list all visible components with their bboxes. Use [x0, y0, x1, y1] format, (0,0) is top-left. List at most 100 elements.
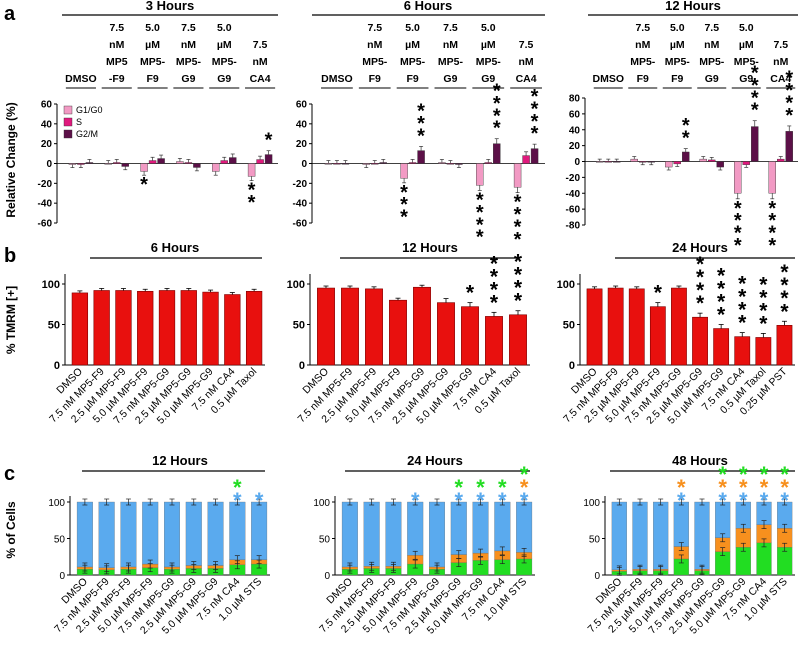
panel-a-treatment-label: nM — [443, 39, 458, 51]
panel-c-sig-star: * — [520, 462, 529, 487]
panel-a-group-0: 3 Hours6040200-20-40-60DMSO7.5nMMP5-F95.… — [38, 0, 278, 230]
panel-a-sig-star: * — [493, 105, 501, 127]
panel-c-tick-label: 0 — [324, 571, 330, 582]
panel-a-treatment-label: F9 — [146, 73, 158, 85]
panel-b-sig-star: * — [490, 278, 499, 301]
panel-c-bar-blue — [632, 501, 648, 570]
panel-a-sig-star: * — [751, 75, 759, 97]
panel-a-bar-s — [708, 159, 716, 162]
panel-c-bar-blue — [653, 501, 669, 570]
panel-c-sig-star: * — [780, 475, 789, 500]
panel-a-sig-star: * — [751, 87, 759, 109]
panel-a-bar-g2 — [264, 154, 273, 164]
panel-a-bar-g1 — [212, 163, 220, 172]
panel-b-bar — [734, 336, 751, 366]
panel-b-bar — [137, 290, 154, 366]
panel-a-bar-g1 — [596, 161, 604, 163]
panel-a-treatment-label: 5.0 — [481, 22, 496, 34]
panel-b-bar — [71, 292, 89, 366]
panel-a-treatment-label: 7.5 — [253, 39, 268, 51]
panel-b-bar — [509, 314, 527, 366]
panel-a-bar-g2 — [417, 150, 425, 164]
panel-a-bar-g2 — [751, 126, 759, 162]
panel-a-treatment-label: 5.0 — [217, 22, 232, 34]
panel-c-bar-blue — [385, 501, 402, 567]
panel-a-treatment-label: CA4 — [770, 73, 791, 85]
panel-a-sig-star: * — [734, 235, 742, 257]
panel-b-sig-star: * — [696, 253, 705, 276]
panel-a-bar-g1 — [513, 163, 522, 188]
panel-c-sig-star: * — [718, 488, 727, 513]
panel-a-sig-star: * — [476, 202, 484, 224]
panel-a-bar-g1 — [768, 161, 776, 194]
panel-a-bar-g1 — [476, 163, 484, 186]
panel-a-tick-label: -80 — [566, 221, 581, 232]
panel-a-treatment-label: 7.5 — [704, 22, 719, 34]
panel-a-treatment-label: G9 — [181, 73, 195, 85]
panel-a-tick-label: -20 — [293, 179, 308, 190]
panel-c-sig-star: * — [760, 488, 769, 513]
panel-c-bar-blue — [98, 501, 115, 568]
panel-c-title: 24 Hours — [407, 453, 463, 468]
panel-c-bar-blue — [76, 501, 93, 568]
panel-a-treatment-label: nM — [704, 39, 719, 51]
panel-a-bar-g1 — [362, 163, 370, 165]
panel-a-sig-star: * — [682, 115, 690, 137]
panel-a-bar-s — [220, 160, 228, 164]
panel-a-title: 12 Hours — [665, 0, 721, 13]
panel-b-title: 12 Hours — [402, 240, 458, 255]
panel-b-sig-star: * — [717, 264, 726, 287]
panel-a-bar-g2 — [341, 163, 350, 165]
panel-c-sig-star: * — [780, 462, 789, 487]
panel-a-treatment-label: -F9 — [109, 73, 125, 85]
panel-b-tick-label: 0 — [569, 360, 575, 372]
panel-b-sig-star: * — [759, 286, 768, 309]
panel-a-bar-s — [604, 161, 612, 163]
panel-a-bar-s — [113, 162, 121, 164]
panel-a-treatment-label: G9 — [443, 73, 457, 85]
panel-a-tick-label: -20 — [38, 179, 53, 190]
panel-a-bar-g1 — [247, 163, 256, 177]
panel-a-treatment-label: DMSO — [593, 73, 625, 85]
panel-c-tick-label: 100 — [48, 498, 65, 509]
panel-a-tick-label: 0 — [46, 159, 52, 170]
panel-a-bar-g2 — [85, 162, 94, 164]
panel-a-treatment-label: µM — [217, 39, 232, 51]
panel-a-bar-g2 — [716, 161, 724, 168]
panel-a-bar-g2 — [682, 151, 690, 162]
panel-a-legend-label: G2/M — [76, 129, 98, 139]
panel-a-sig-star: * — [785, 80, 793, 102]
panel-b-sig-star: * — [759, 273, 768, 296]
panel-c-sig-star: * — [780, 488, 789, 513]
panel-c-sig-star: * — [411, 488, 420, 513]
panel-b-tick-label: 100 — [557, 279, 575, 291]
panel-a-group-2: 12 Hours 80 60 40 20 0 -20 -40 -60 -80 DMSO 7.5 nM MP… — [566, 0, 798, 232]
panel-b-bar — [461, 306, 479, 366]
panel-b-bar — [607, 287, 624, 366]
panel-a-legend-label: S — [76, 117, 82, 127]
panel-a-treatment-label: 7.5 — [773, 39, 788, 51]
panel-a-treatment-label: 7.5 — [519, 39, 534, 51]
panel-a-tick-label: -60 — [293, 219, 308, 230]
panel-a-bar-g2 — [157, 158, 165, 164]
panel-c-sig-star: * — [476, 475, 485, 500]
panel-b-sig-star: * — [780, 274, 789, 297]
panel-a-treatment-label: MP5- — [362, 56, 388, 68]
panel-a-treatment-label: 7.5 — [109, 22, 124, 34]
panel-a-treatment-label: µM — [481, 39, 496, 51]
panel-a-bar-g2 — [785, 131, 793, 162]
panel-b-bar — [671, 287, 687, 366]
panel-a-treatment-label: DMSO — [65, 73, 97, 85]
panel-a-bar-g2 — [379, 162, 387, 164]
panel-a-sig-star: * — [400, 182, 408, 204]
panel-c-sig-star: * — [739, 475, 748, 500]
panel-c-tick-label: 50 — [589, 535, 601, 546]
panel-c-sig-star: * — [677, 488, 686, 513]
panel-a-sig-star: * — [751, 63, 759, 85]
panel-a-tick-label: 60 — [41, 100, 53, 111]
panel-c-sig-star: * — [677, 475, 686, 500]
panel-a-sig-star: * — [400, 207, 408, 229]
panel-a-sig-star: * — [248, 180, 256, 202]
